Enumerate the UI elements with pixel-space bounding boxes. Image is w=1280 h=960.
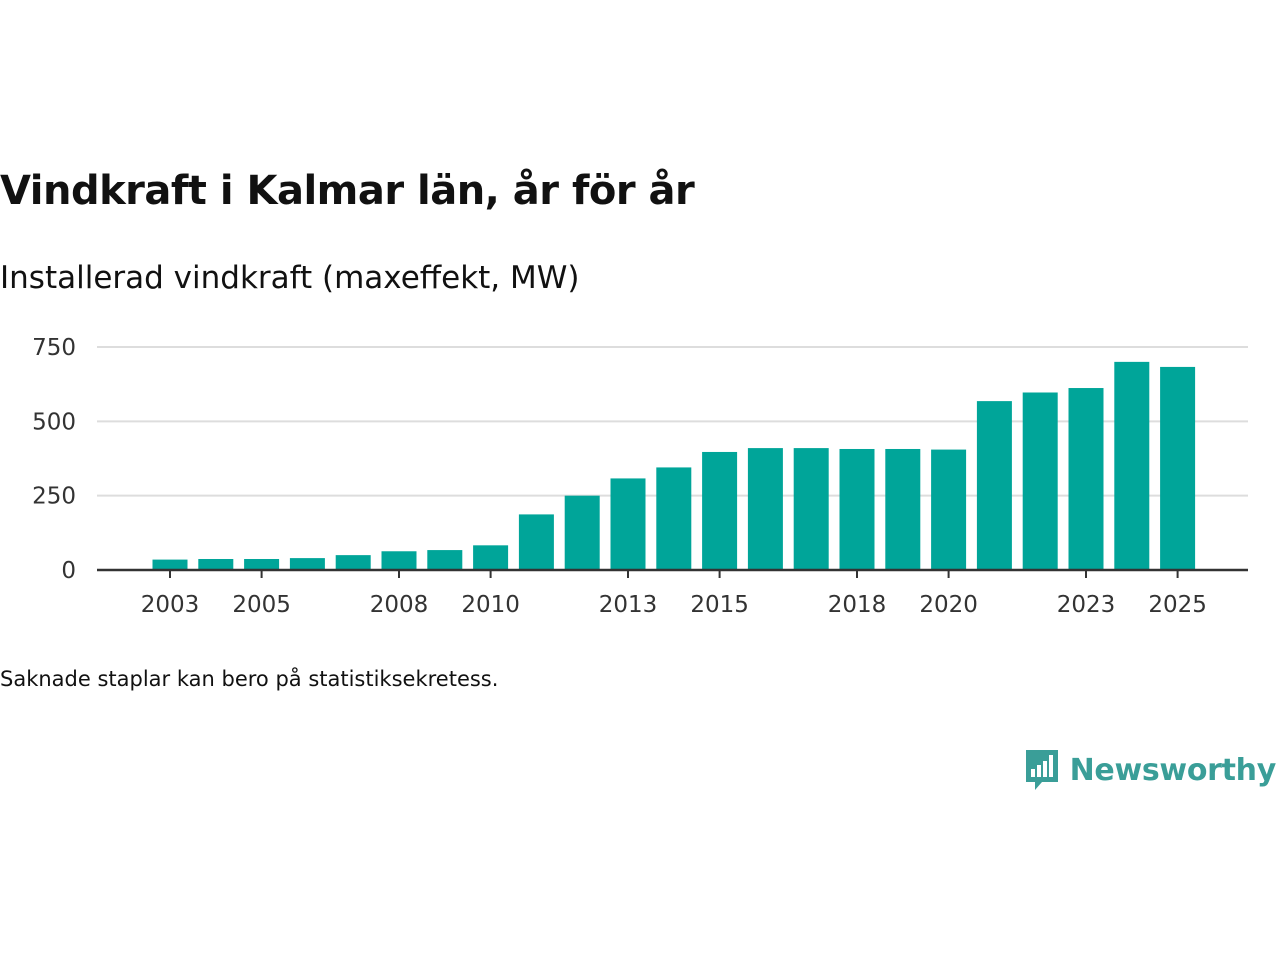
bar-2025 — [1160, 366, 1196, 570]
y-tick-label: 500 — [32, 409, 76, 435]
bar-2024 — [1114, 361, 1150, 570]
bar-2023 — [1068, 388, 1104, 570]
bar-2013 — [610, 478, 646, 570]
footnote: Saknade staplar kan bero på statistiksek… — [0, 667, 499, 691]
chart-subtitle: Installerad vindkraft (maxeffekt, MW) — [0, 260, 580, 296]
x-tick-label: 2018 — [828, 592, 887, 618]
bar-2003 — [152, 559, 188, 570]
bar-2012 — [564, 495, 600, 570]
x-tick-label: 2025 — [1148, 592, 1207, 618]
bar-2010 — [473, 545, 509, 570]
axes: 0 250 500 750 2003 2005 2008 2010 2013 2015 2018 20… — [32, 335, 1248, 618]
x-tick-label: 2020 — [919, 592, 978, 618]
x-tick-label: 2005 — [232, 592, 291, 618]
bars — [152, 361, 1196, 570]
bar-2020 — [931, 449, 967, 570]
bar-2004 — [198, 558, 234, 570]
x-tick-label: 2013 — [599, 592, 658, 618]
bar-2021 — [976, 401, 1012, 570]
x-tick-label: 2010 — [461, 592, 520, 618]
brand-logo: Newsworthy — [1024, 748, 1276, 792]
bar-2011 — [518, 514, 554, 570]
chart-title: Vindkraft i Kalmar län, år för år — [0, 168, 695, 214]
x-tick-label: 2015 — [690, 592, 749, 618]
bar-2016 — [747, 448, 783, 570]
bar-chart: 0 250 500 750 2003 2005 2008 2010 2013 2015 2018 20… — [32, 335, 1248, 618]
x-tick-label: 2008 — [370, 592, 429, 618]
bar-2009 — [427, 550, 463, 570]
y-tick-label: 250 — [32, 484, 76, 510]
bar-2018 — [839, 448, 875, 570]
bar-2019 — [885, 448, 921, 570]
x-tick-label: 2003 — [141, 592, 200, 618]
bar-chart-speech-bubble-icon — [1025, 750, 1058, 790]
y-tick-label: 0 — [61, 558, 76, 584]
bar-2017 — [793, 448, 829, 570]
bar-2015 — [702, 451, 738, 570]
x-tick-label: 2023 — [1057, 592, 1116, 618]
bar-2014 — [656, 467, 692, 570]
bar-2006 — [289, 558, 325, 570]
brand-name: Newsworthy — [1069, 752, 1277, 788]
bar-2022 — [1022, 392, 1058, 570]
bar-2008 — [381, 551, 417, 570]
bar-2005 — [244, 558, 280, 570]
bar-2007 — [335, 555, 371, 570]
y-tick-label: 750 — [32, 335, 76, 361]
